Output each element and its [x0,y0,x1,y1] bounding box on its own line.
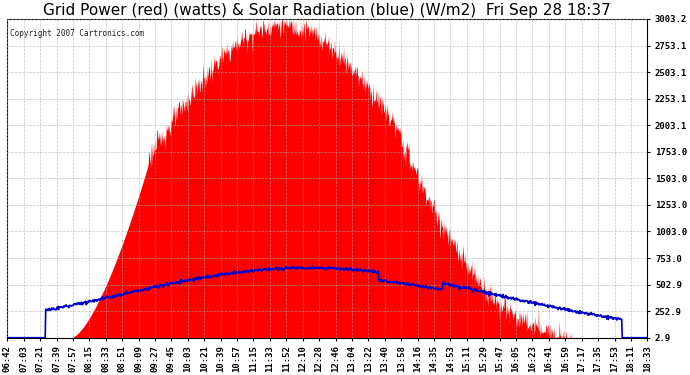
Title: Grid Power (red) (watts) & Solar Radiation (blue) (W/m2)  Fri Sep 28 18:37: Grid Power (red) (watts) & Solar Radiati… [43,3,611,18]
Text: Copyright 2007 Cartronics.com: Copyright 2007 Cartronics.com [10,28,145,38]
